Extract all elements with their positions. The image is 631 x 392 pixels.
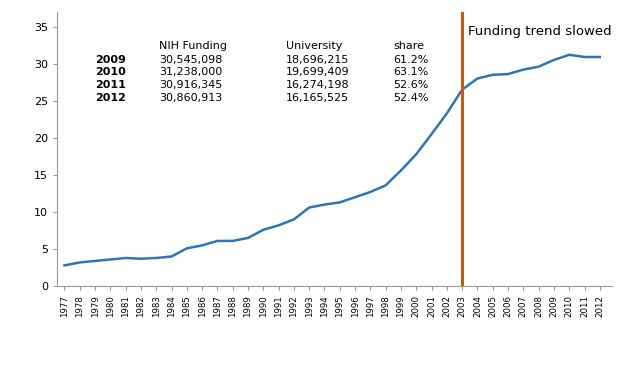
Text: Funding trend slowed: Funding trend slowed bbox=[468, 25, 612, 38]
Text: 16,274,198: 16,274,198 bbox=[286, 80, 350, 90]
Text: 16,165,525: 16,165,525 bbox=[286, 93, 350, 103]
Text: 63.1%: 63.1% bbox=[393, 67, 428, 77]
Text: University: University bbox=[286, 42, 343, 51]
Text: 2010: 2010 bbox=[95, 67, 126, 77]
Text: 52.4%: 52.4% bbox=[393, 93, 429, 103]
Text: 61.2%: 61.2% bbox=[393, 55, 428, 65]
Text: 30,545,098: 30,545,098 bbox=[159, 55, 223, 65]
Text: 2011: 2011 bbox=[95, 80, 126, 90]
Text: 2009: 2009 bbox=[95, 55, 126, 65]
Text: 19,699,409: 19,699,409 bbox=[286, 67, 350, 77]
Text: 18,696,215: 18,696,215 bbox=[286, 55, 350, 65]
Text: 2012: 2012 bbox=[95, 93, 126, 103]
Text: share: share bbox=[393, 42, 424, 51]
Text: NIH Funding: NIH Funding bbox=[159, 42, 227, 51]
Text: 31,238,000: 31,238,000 bbox=[159, 67, 223, 77]
Text: 52.6%: 52.6% bbox=[393, 80, 428, 90]
Text: 30,860,913: 30,860,913 bbox=[159, 93, 223, 103]
Text: 30,916,345: 30,916,345 bbox=[159, 80, 223, 90]
